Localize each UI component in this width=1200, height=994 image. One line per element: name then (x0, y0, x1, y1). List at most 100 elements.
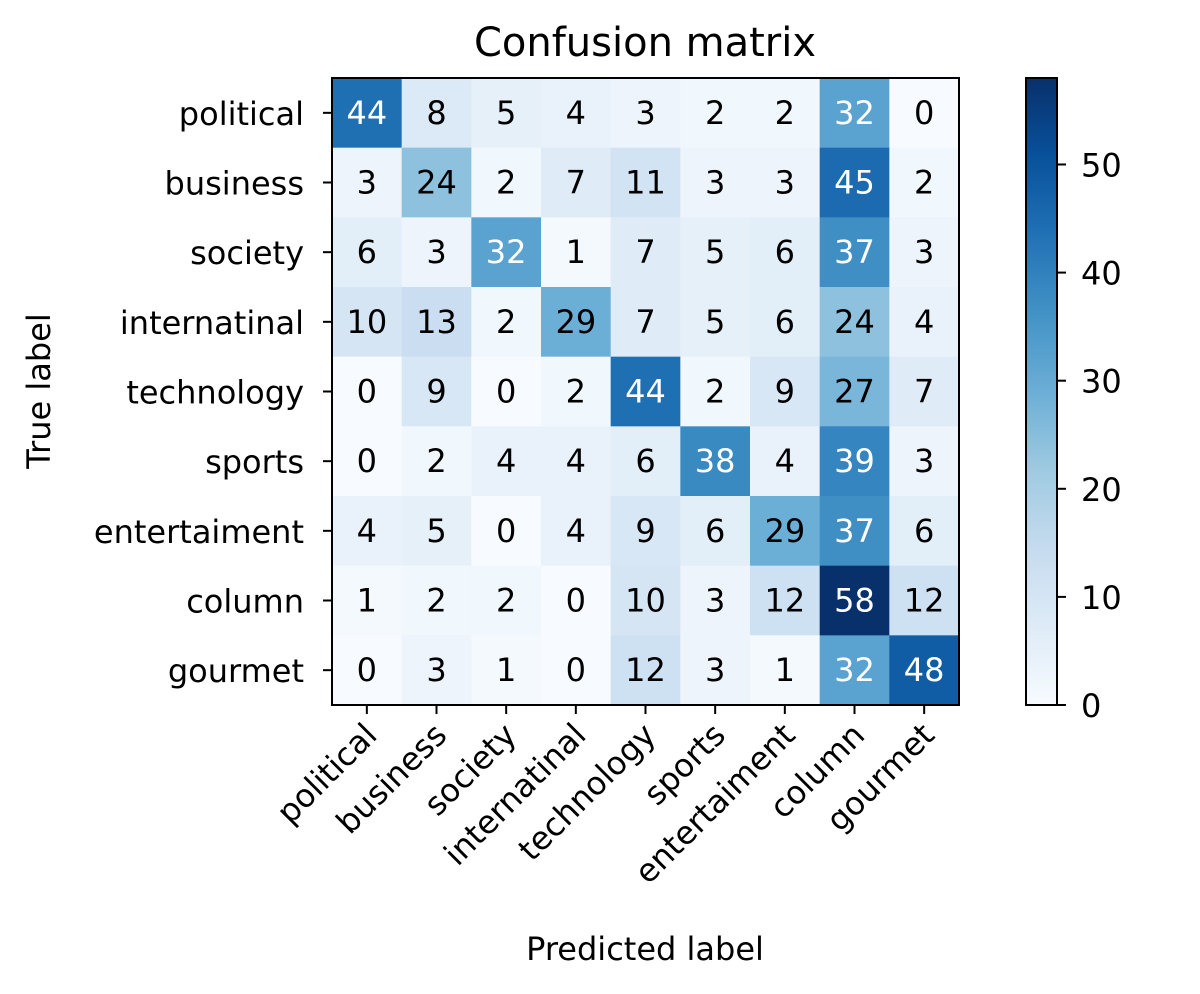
cell-value-label: 13 (416, 303, 457, 341)
heatmap-cell (750, 496, 821, 567)
heatmap-cell (819, 496, 890, 567)
heatmap-cell (819, 426, 890, 497)
heatmap-cell (332, 565, 403, 636)
cell-value-label: 3 (705, 582, 725, 620)
heatmap-cell (541, 356, 612, 427)
cell-value-label: 0 (914, 94, 934, 132)
cell-value-label: 11 (625, 164, 666, 202)
heatmap-cell (401, 217, 472, 288)
cell-value-label: 2 (566, 373, 586, 411)
colorbar-tick-label: 40 (1081, 255, 1122, 293)
cell-value-label: 10 (346, 303, 387, 341)
cell-value-label: 9 (635, 512, 655, 550)
cell-value-label: 3 (705, 164, 725, 202)
heatmap-cell (819, 217, 890, 288)
heatmap-cell (610, 565, 681, 636)
colorbar (1025, 77, 1058, 706)
y-tick-label: sports (205, 443, 304, 481)
heatmap-cell (332, 426, 403, 497)
cell-value-label: 7 (635, 233, 655, 271)
y-tick-label: entertaiment (94, 513, 304, 551)
heatmap-cell (750, 356, 821, 427)
heatmap-cell (889, 147, 960, 218)
heatmap-cell (819, 356, 890, 427)
heatmap-cell (680, 565, 751, 636)
cell-value-label: 10 (625, 582, 666, 620)
cell-value-label: 3 (775, 164, 795, 202)
heatmap-cell (819, 635, 890, 706)
cell-value-label: 2 (496, 582, 516, 620)
colorbar-tick-label: 0 (1081, 687, 1101, 725)
cell-value-label: 8 (426, 94, 446, 132)
cell-value-label: 2 (705, 373, 725, 411)
heatmap-cell (401, 356, 472, 427)
cell-value-label: 24 (416, 164, 457, 202)
cell-value-label: 0 (357, 651, 377, 689)
cell-value-label: 6 (775, 303, 795, 341)
heatmap-cell (680, 78, 751, 149)
cell-value-label: 3 (914, 233, 934, 271)
heatmap-cell (889, 635, 960, 706)
heatmap-cell (819, 147, 890, 218)
x-axis-label: Predicted label (526, 930, 764, 968)
cell-value-label: 7 (566, 164, 586, 202)
heatmap-cell (819, 78, 890, 149)
heatmap-cell (541, 287, 612, 358)
colorbar-tick-label: 10 (1081, 579, 1122, 617)
heatmap-cell (401, 147, 472, 218)
heatmap-cell (401, 565, 472, 636)
heatmap-cell (541, 496, 612, 567)
colorbar-ticks: 0 10 20 30 40 50 (1057, 146, 1122, 725)
cell-value-label: 48 (904, 651, 945, 689)
cell-value-label: 24 (834, 303, 875, 341)
cell-value-label: 1 (566, 233, 586, 271)
y-axis-label: True label (20, 313, 58, 470)
colorbar-tick-label: 50 (1081, 146, 1122, 184)
heatmap-cell (541, 635, 612, 706)
cell-value-label: 45 (834, 164, 875, 202)
heatmap-cell (541, 426, 612, 497)
cell-value-label: 2 (426, 442, 446, 480)
cell-value-label: 12 (625, 651, 666, 689)
heatmap-cell (332, 496, 403, 567)
heatmap-cell (401, 496, 472, 567)
heatmap-cell (471, 426, 542, 497)
cell-value-label: 12 (764, 582, 805, 620)
cell-value-label: 32 (486, 233, 527, 271)
heatmap-cell (680, 217, 751, 288)
heatmap-cell (889, 356, 960, 427)
cell-value-label: 2 (496, 303, 516, 341)
cell-value-label: 0 (566, 651, 586, 689)
heatmap-cell (680, 426, 751, 497)
cell-value-label: 4 (496, 442, 516, 480)
heatmap-cell (750, 217, 821, 288)
colorbar-tick-label: 30 (1081, 363, 1122, 401)
cell-value-label: 3 (357, 164, 377, 202)
cell-value-label: 2 (496, 164, 516, 202)
heatmap-cell (541, 217, 612, 288)
y-tick-label: society (190, 234, 304, 272)
cell-value-label: 3 (705, 651, 725, 689)
y-tick-label: technology (126, 374, 304, 412)
heatmap-cell (680, 496, 751, 567)
heatmap-cell (332, 78, 403, 149)
cell-value-label: 3 (635, 94, 655, 132)
heatmap-cell (680, 356, 751, 427)
cell-value-label: 9 (775, 373, 795, 411)
heatmap-cell (889, 565, 960, 636)
cell-value-label: 27 (834, 373, 875, 411)
cell-value-label: 44 (346, 94, 387, 132)
heatmap-cell (819, 565, 890, 636)
cell-value-label: 12 (904, 582, 945, 620)
heatmap-cell (610, 356, 681, 427)
heatmap-cell (471, 565, 542, 636)
cell-value-label: 5 (496, 94, 516, 132)
cell-value-label: 6 (357, 233, 377, 271)
heatmap-cell (471, 217, 542, 288)
heatmap-cell (332, 217, 403, 288)
cell-value-label: 38 (695, 442, 736, 480)
heatmap-cell (610, 78, 681, 149)
cell-value-label: 3 (426, 651, 446, 689)
cell-value-label: 1 (775, 651, 795, 689)
cell-value-label: 2 (705, 94, 725, 132)
